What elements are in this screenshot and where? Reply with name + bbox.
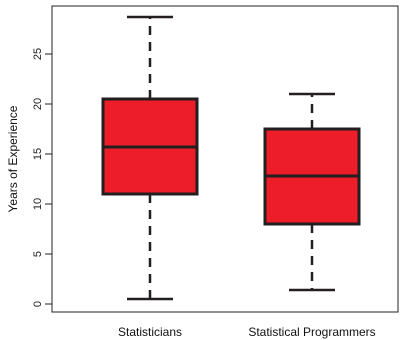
- y-tick-label: 0: [32, 301, 44, 307]
- y-tick-label: 25: [32, 48, 44, 60]
- plot-frame: [51, 5, 399, 313]
- box-2: [263, 92, 361, 292]
- y-tick-label: 15: [32, 148, 44, 160]
- category-labels: Statisticians Statistical Programmers: [118, 325, 376, 339]
- y-tick-label: 10: [32, 198, 44, 210]
- category-label: Statisticians: [118, 325, 182, 339]
- y-tick-label: 20: [32, 98, 44, 110]
- boxes: [101, 15, 361, 301]
- box-1: [101, 15, 199, 301]
- y-axis: 0 5 10 15 20 25: [32, 48, 52, 307]
- y-axis-title: Years of Experience: [6, 105, 20, 212]
- y-tick-label: 5: [32, 251, 44, 257]
- category-label: Statistical Programmers: [248, 325, 375, 339]
